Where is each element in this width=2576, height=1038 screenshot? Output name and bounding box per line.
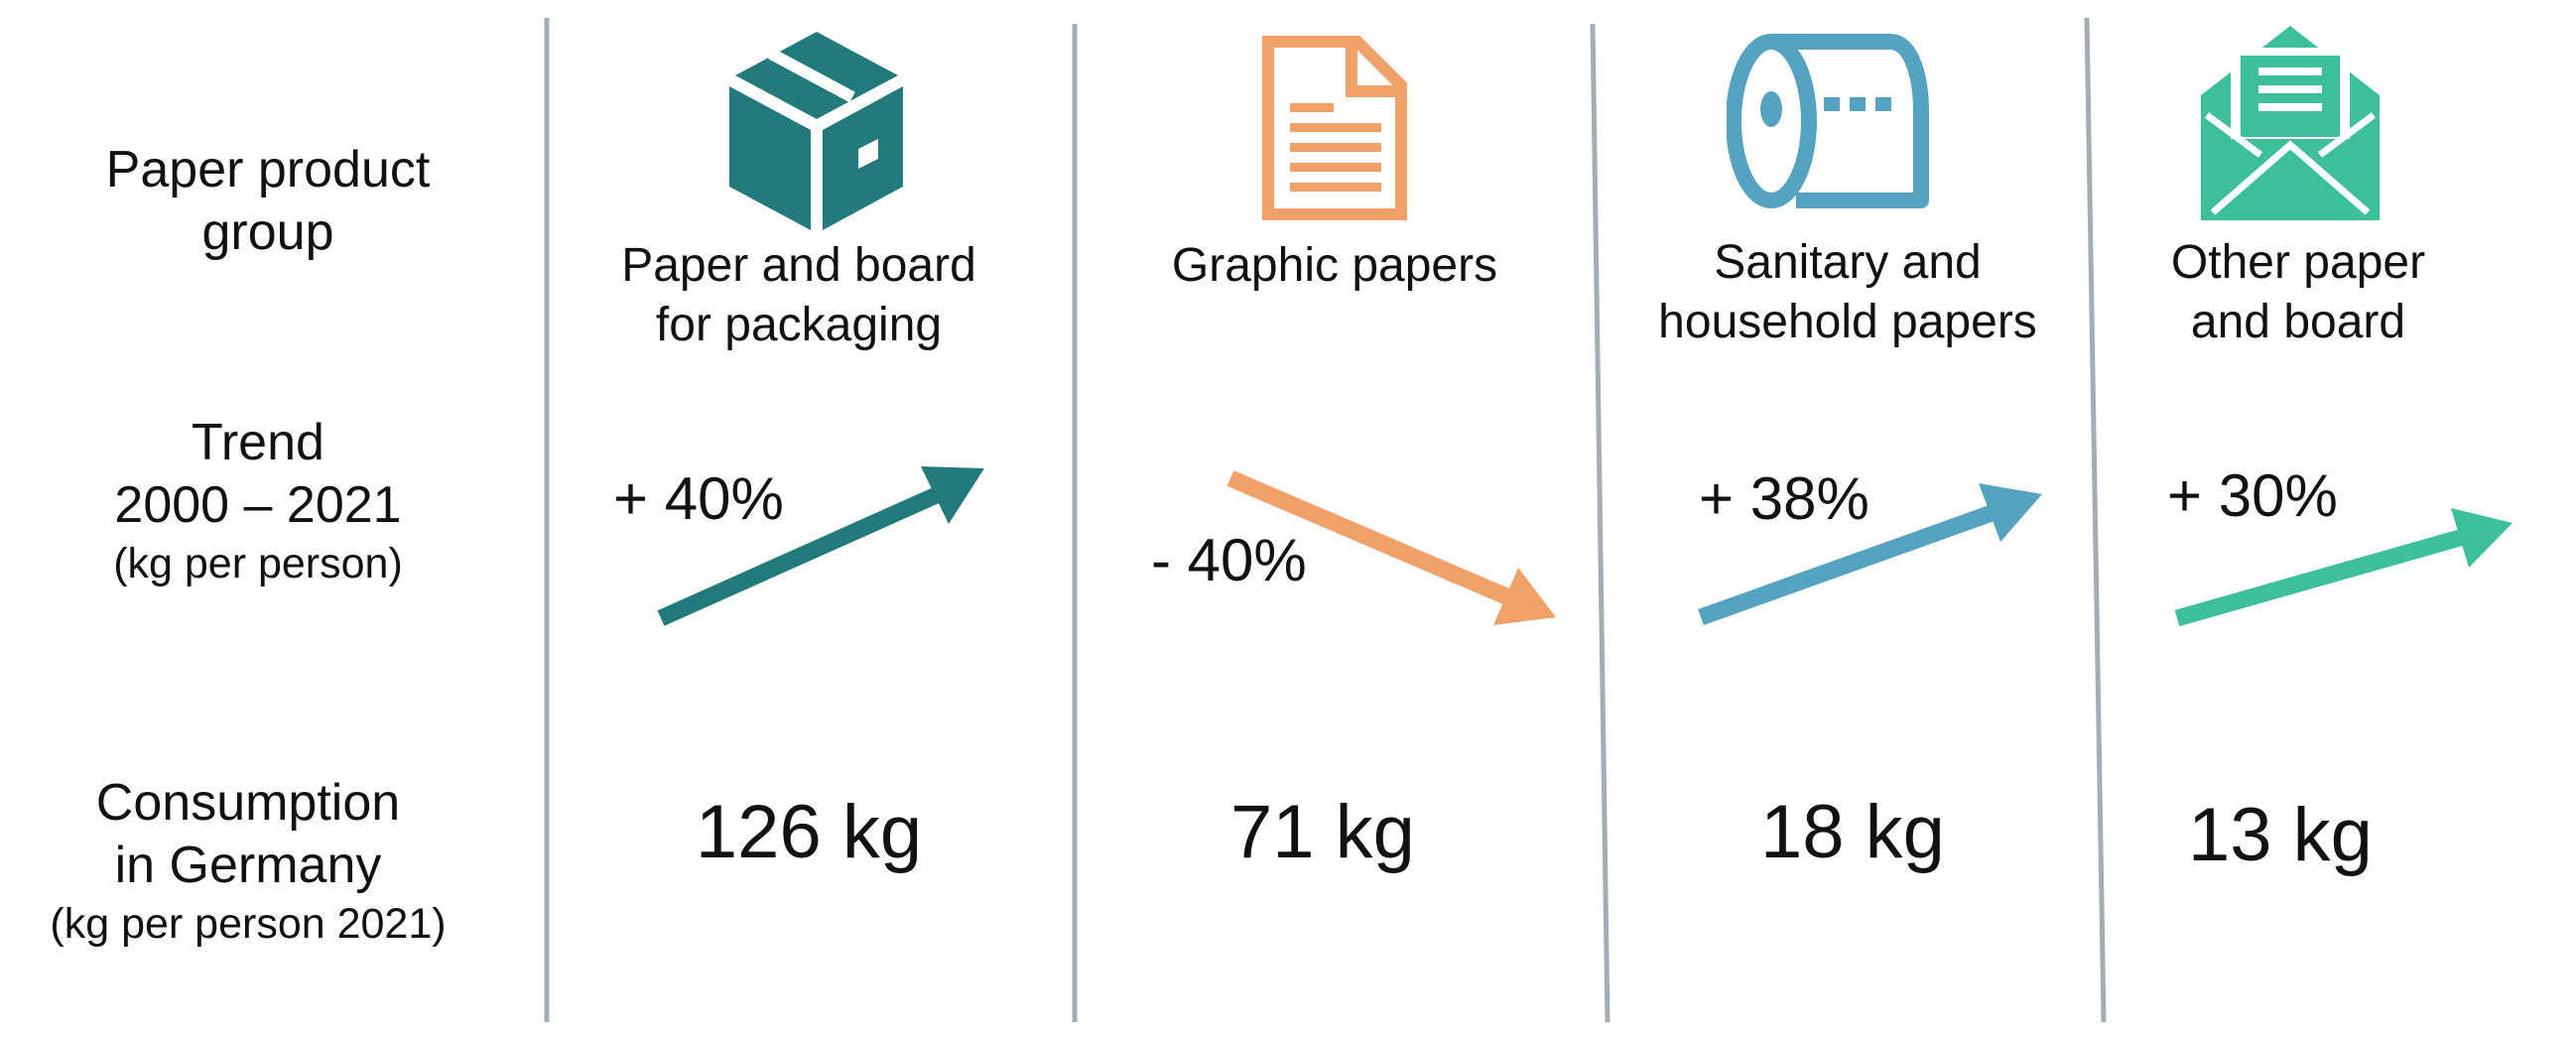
package-box-icon: [729, 32, 903, 230]
column-title-line: household papers: [1658, 296, 2037, 348]
row-label-line: (kg per person): [113, 539, 403, 587]
trend-label-other: + 30%: [2167, 462, 2338, 529]
column-title-line: and board: [2190, 296, 2406, 348]
column-divider: [2084, 17, 2107, 1023]
row-label-line: Consumption: [95, 774, 401, 832]
row-label-consumption: Consumption in Germany (kg per person 20…: [15, 772, 481, 950]
column-title-line: Sanitary and: [1714, 236, 1982, 289]
column-title-graphic: Graphic papers: [1106, 236, 1563, 296]
consumption-value-sanitary: 18 kg: [1760, 790, 1945, 874]
trend-label-sanitary: + 38%: [1699, 465, 1869, 532]
column-divider: [1590, 23, 1610, 1023]
row-label-line: (kg per person 2021): [50, 899, 447, 948]
trend-arrowhead-graphic: [1493, 568, 1556, 625]
trend-arrow-packaging: [657, 485, 945, 626]
column-title-line: for packaging: [655, 299, 943, 351]
column-title-other: Other paper and board: [2070, 233, 2526, 352]
consumption-value-other: 13 kg: [2188, 793, 2373, 877]
trend-arrow-sanitary: [1698, 503, 1997, 626]
toilet-paper-roll-icon: [1727, 34, 1929, 208]
row-label-line: in Germany: [114, 837, 382, 895]
trend-label-packaging: + 40%: [613, 465, 784, 532]
column-title-packaging: Paper and board for packaging: [571, 236, 1027, 355]
column-title-line: Paper and board: [621, 239, 976, 292]
column-title-line: Other paper: [2170, 236, 2426, 289]
trend-arrow-graphic: [1226, 470, 1517, 607]
column-title-sanitary: Sanitary and household papers: [1619, 233, 2076, 352]
row-label-trend: Trend 2000 – 2021 (kg per person): [30, 412, 486, 589]
row-label-product-group: Paper product group: [40, 139, 496, 265]
row-label-line: Paper product: [105, 141, 431, 198]
row-label-line: Trend: [192, 414, 324, 471]
trend-label-graphic: - 40%: [1151, 527, 1307, 593]
trend-arrowhead-other: [2451, 508, 2512, 568]
trend-arrow-other: [2174, 527, 2470, 627]
consumption-value-packaging: 126 kg: [695, 790, 923, 874]
document-icon: [1262, 36, 1407, 220]
open-envelope-letter-icon: [2201, 26, 2380, 220]
trend-arrowhead-sanitary: [1979, 483, 2042, 542]
consumption-value-graphic: 71 kg: [1230, 790, 1415, 874]
trend-arrowhead-packaging: [921, 466, 984, 524]
column-title-line: Graphic papers: [1171, 239, 1498, 292]
row-label-line: 2000 – 2021: [114, 476, 402, 535]
row-label-line: group: [201, 203, 334, 262]
